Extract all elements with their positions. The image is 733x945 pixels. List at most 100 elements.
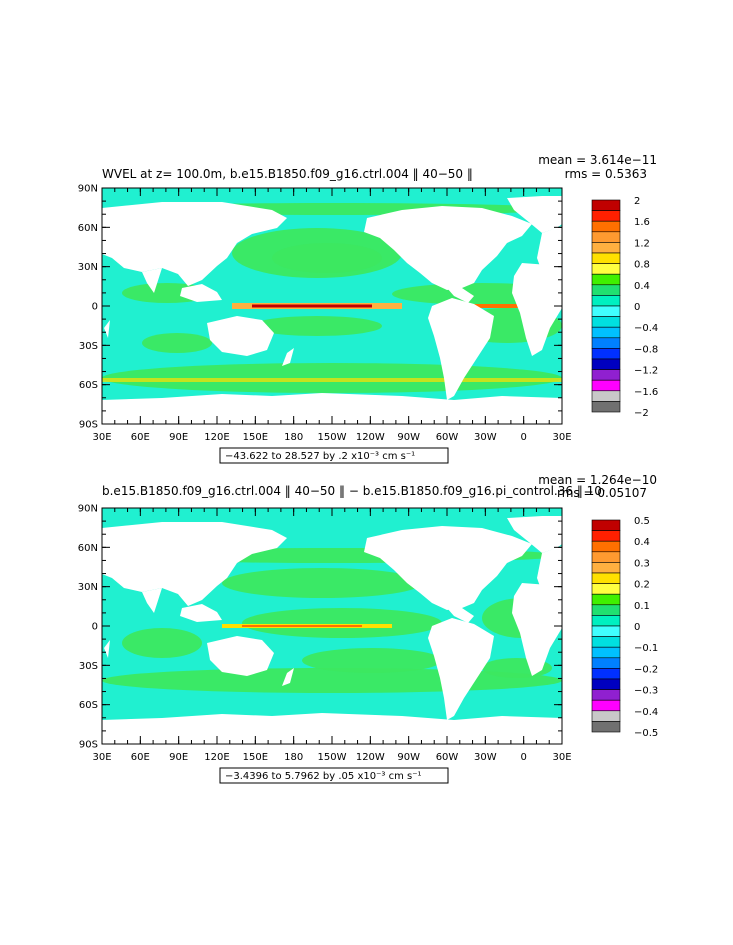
lon-label: 30E xyxy=(92,752,111,763)
contour-range-box: −3.4396 to 5.7962 by .05 x10⁻³ cm s⁻¹ xyxy=(219,767,449,784)
colorbar-label: 1.2 xyxy=(634,238,650,249)
colorbar-label: −1.6 xyxy=(634,387,658,398)
colorbar-label: −2 xyxy=(634,408,649,419)
colorbar-swatch xyxy=(591,625,621,637)
lat-label: 90S xyxy=(79,740,98,751)
lon-label: 120E xyxy=(204,432,229,443)
lon-label: 90E xyxy=(169,752,188,763)
colorbar-swatch xyxy=(591,657,621,669)
colorbar-swatch xyxy=(591,348,621,360)
range-box-frame xyxy=(219,447,449,464)
lon-label: 0 xyxy=(520,432,526,443)
ocean-anomaly-patch xyxy=(222,568,422,598)
colorbar-label: 0.2 xyxy=(634,580,650,591)
colorbar: 2 1.6 1.2 0.8 0.4 0 −0.4 −0.8 −1.2 −1.6 −2 xyxy=(591,196,658,419)
mean-stat: mean = 1.264e−10 xyxy=(538,473,657,487)
lat-label: 60N xyxy=(78,223,98,234)
equatorial-upwelling-core xyxy=(252,304,372,308)
colorbar-swatch xyxy=(591,699,621,712)
colorbar-swatch xyxy=(591,252,621,264)
colorbar-swatch xyxy=(591,284,621,296)
colorbar-swatch xyxy=(591,263,621,275)
colorbar-swatch xyxy=(591,379,621,392)
colorbar-swatch xyxy=(591,337,621,349)
lon-label: 30E xyxy=(552,432,571,443)
lat-label: 90N xyxy=(78,184,98,195)
colorbar-swatch xyxy=(591,540,621,553)
colorbar-swatch xyxy=(591,551,621,563)
colorbar-swatch xyxy=(591,326,621,339)
lon-label: 150E xyxy=(243,752,268,763)
ocean-anomaly-patch xyxy=(252,316,382,336)
lon-label: 90E xyxy=(169,432,188,443)
lon-label: 90W xyxy=(397,432,420,443)
equatorial-difference-core xyxy=(242,625,362,627)
colorbar-swatch xyxy=(591,390,621,402)
rms-stat: rms = 0.05107 xyxy=(557,486,647,500)
colorbar-label: 0 xyxy=(634,302,640,313)
colorbar-swatch xyxy=(591,678,621,690)
colorbar-label: 0 xyxy=(634,622,640,633)
lat-label: 90N xyxy=(78,504,98,515)
colorbar-swatch xyxy=(591,358,621,370)
lon-label: 180 xyxy=(284,432,303,443)
colorbar-label: −0.4 xyxy=(634,323,658,334)
colorbar-label: 0.1 xyxy=(634,601,650,612)
colorbar-label: −1.2 xyxy=(634,366,658,377)
lon-label: 90W xyxy=(397,752,420,763)
atlantic-equatorial-band xyxy=(472,304,552,308)
colorbar-label: 1.6 xyxy=(634,217,650,228)
lat-label: 30S xyxy=(79,341,98,352)
colorbar-swatch xyxy=(591,273,621,286)
colorbar-swatch xyxy=(591,615,621,627)
lat-label: 30N xyxy=(78,582,98,593)
lat-label: 0 xyxy=(92,622,98,633)
contour-range-label: −3.4396 to 5.7962 by .05 x10⁻³ cm s⁻¹ xyxy=(225,771,421,782)
lon-label: 150W xyxy=(318,432,347,443)
lat-label: 30S xyxy=(79,661,98,672)
lon-label: 120W xyxy=(356,752,385,763)
ocean-anomaly-patch xyxy=(302,648,442,673)
colorbar-swatch xyxy=(591,562,621,574)
ocean-anomaly-patch xyxy=(142,333,212,353)
lon-label: 150W xyxy=(318,752,347,763)
lat-label: 60N xyxy=(78,543,98,554)
colorbar-label: −0.4 xyxy=(634,707,658,718)
colorbar-label: −0.3 xyxy=(634,686,658,697)
lon-label: 30E xyxy=(92,432,111,443)
contour-range-label: −43.622 to 28.527 by .2 x10⁻³ cm s⁻¹ xyxy=(225,451,415,462)
colorbar-swatch xyxy=(591,199,621,211)
colorbar-swatch xyxy=(591,231,621,243)
rms-stat: rms = 0.5363 xyxy=(565,167,647,181)
colorbar-swatch xyxy=(591,721,621,733)
colorbar-swatch xyxy=(591,242,621,254)
colorbar-label: −0.1 xyxy=(634,643,658,654)
panel-title: WVEL at z= 100.0m, b.e15.B1850.f09_g16.c… xyxy=(102,167,473,181)
colorbar-label: 0.4 xyxy=(634,537,650,548)
colorbar-swatch xyxy=(591,636,621,648)
colorbar-swatch xyxy=(591,604,621,616)
colorbar-swatch xyxy=(591,220,621,233)
lon-label: 60E xyxy=(131,432,150,443)
colorbar-swatch xyxy=(591,689,621,701)
lon-label: 180 xyxy=(284,752,303,763)
lat-label: 60S xyxy=(79,700,98,711)
lon-label: 150E xyxy=(243,432,268,443)
colorbar-swatch xyxy=(591,305,621,317)
lat-label: 60S xyxy=(79,380,98,391)
colorbar-label: 0.4 xyxy=(634,281,650,292)
southern-ocean-band xyxy=(102,378,562,382)
colorbar: 0.5 0.4 0.3 0.2 0.1 0 −0.1 −0.2 −0.3 −0.4 −0.5 xyxy=(591,516,658,739)
colorbar-swatch xyxy=(591,593,621,606)
lon-label: 30W xyxy=(474,432,497,443)
colorbar-swatch xyxy=(591,572,621,584)
colorbar-label: 0.8 xyxy=(634,260,650,271)
colorbar-swatch xyxy=(591,519,621,531)
lat-label: 90S xyxy=(79,420,98,431)
colorbar-swatch xyxy=(591,646,621,659)
lon-label: 30E xyxy=(552,752,571,763)
ocean-anomaly-patch xyxy=(242,608,442,638)
